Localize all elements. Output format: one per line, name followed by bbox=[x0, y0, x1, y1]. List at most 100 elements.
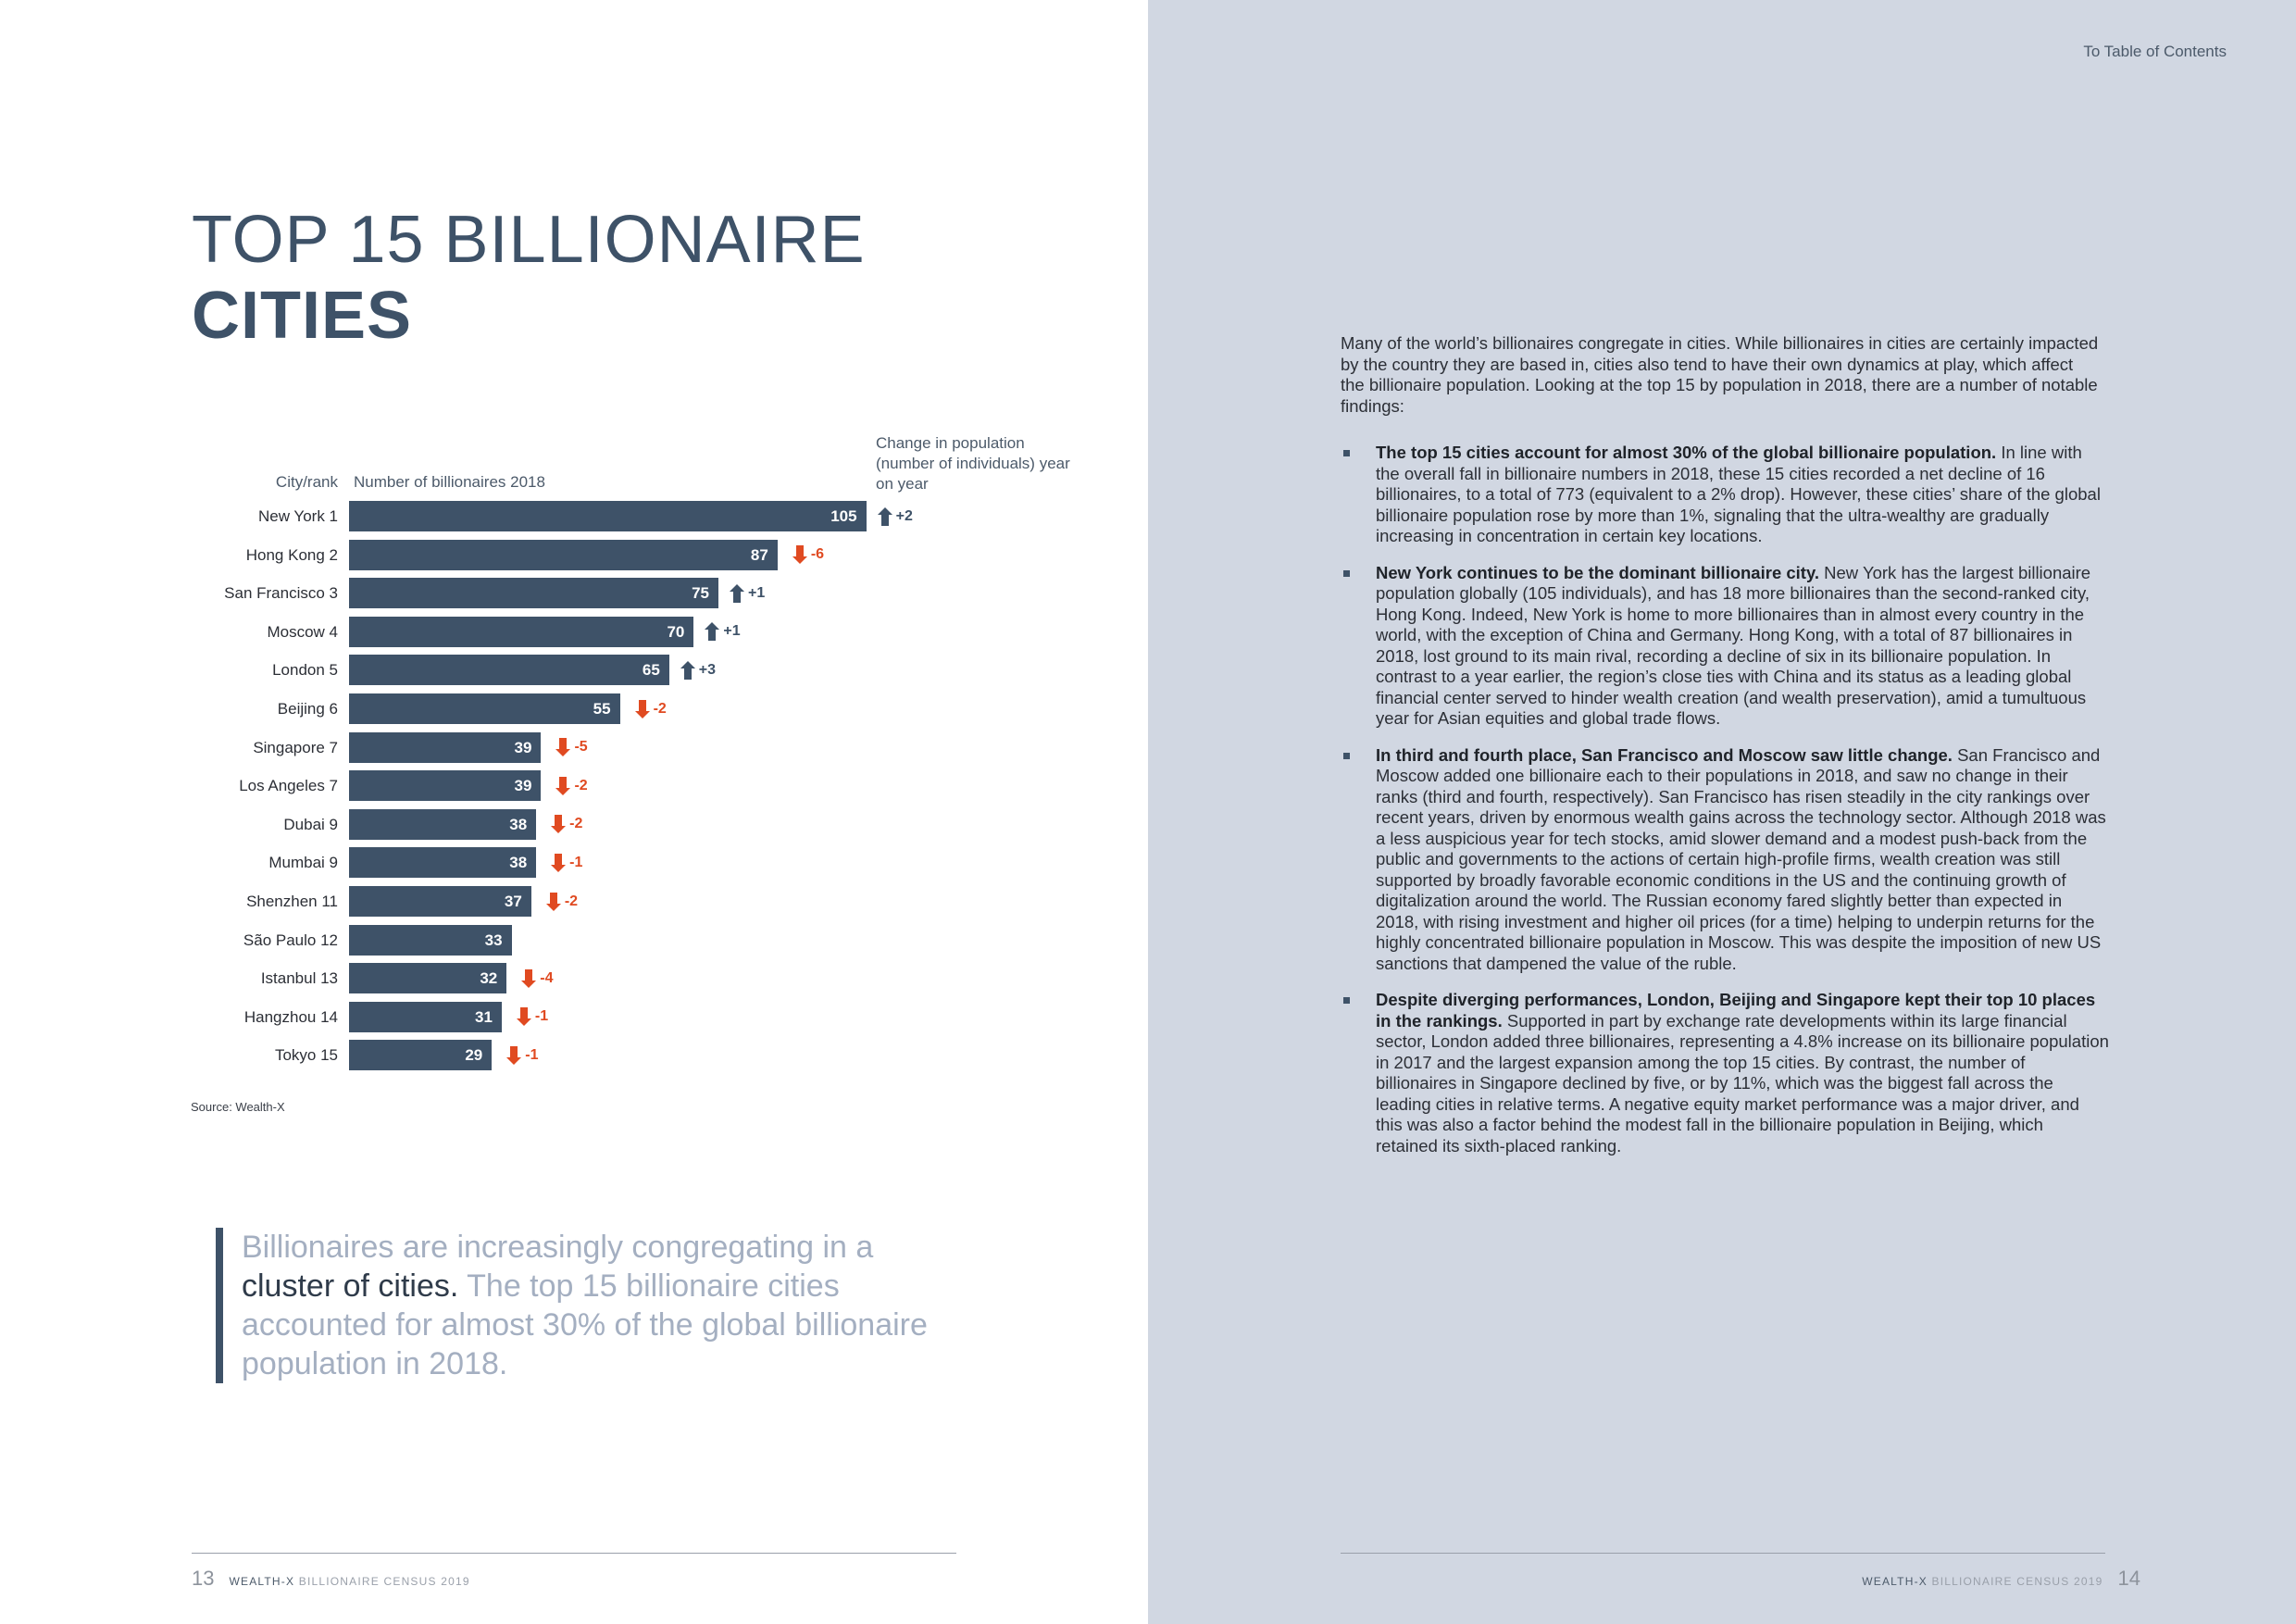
finding-heading: The top 15 cities account for almost 30%… bbox=[1376, 443, 1997, 462]
chart-row: Beijing 6 55 -2 bbox=[185, 693, 1074, 725]
chart-header-number: Number of billionaires 2018 bbox=[354, 473, 545, 491]
chart-row: Singapore 7 39 -5 bbox=[185, 731, 1074, 764]
chart-header-city-rank: City/rank bbox=[275, 473, 338, 491]
chart-row: Shenzhen 11 37 -2 bbox=[185, 886, 1074, 918]
chart-row: San Francisco 3 75 +1 bbox=[185, 578, 1074, 609]
arrow-down-icon bbox=[516, 1007, 531, 1027]
change-value: -1 bbox=[534, 1008, 549, 1025]
change-value: -1 bbox=[569, 854, 583, 870]
bar: 75 bbox=[349, 578, 718, 609]
finding-text: In line with the overall fall in billion… bbox=[1376, 443, 2101, 545]
bar-chart: City/rank Number of billionaires 2018 Ch… bbox=[185, 426, 1074, 1130]
change-decrease: -2 bbox=[555, 770, 588, 801]
bar: 38 bbox=[349, 808, 537, 840]
arrow-down-icon bbox=[551, 853, 567, 872]
finding-heading: New York continues to be the dominant bi… bbox=[1376, 562, 1820, 582]
chart-row: Hangzhou 14 31 -1 bbox=[185, 1001, 1074, 1033]
finding-item: Despite diverging performances, London, … bbox=[1341, 990, 2109, 1156]
bar: 31 bbox=[349, 1001, 502, 1032]
arrow-down-icon bbox=[792, 545, 807, 565]
footer-left: 13 WEALTH-X BILLIONAIRE CENSUS 2019 bbox=[192, 1567, 470, 1591]
findings-list: The top 15 cities account for almost 30%… bbox=[1341, 443, 2109, 1172]
bar-value: 32 bbox=[480, 969, 498, 988]
title-line-1: TOP 15 BILLIONAIRE bbox=[192, 203, 866, 277]
change-decrease: -2 bbox=[551, 809, 582, 840]
bar-value: 39 bbox=[514, 777, 532, 795]
footer-brand: WEALTH-X bbox=[1862, 1575, 1928, 1588]
bar-value: 37 bbox=[504, 893, 522, 910]
change-value: +1 bbox=[723, 623, 741, 640]
quote-text-1: Billionaires are increasingly congregati… bbox=[242, 1230, 874, 1265]
left-page: TOP 15 BILLIONAIRE CITIES City/rank Numb… bbox=[185, 202, 1074, 1591]
change-decrease: -4 bbox=[521, 963, 553, 993]
change-value: -2 bbox=[653, 700, 667, 717]
arrow-up-icon bbox=[705, 622, 720, 642]
city-rank-label: London 5 bbox=[272, 661, 338, 680]
bar-value: 70 bbox=[667, 622, 685, 641]
arrow-down-icon bbox=[555, 776, 571, 795]
change-value: -5 bbox=[574, 739, 588, 756]
chart-source: Source: Wealth-X bbox=[191, 1100, 285, 1114]
footer-right: WEALTH-X BILLIONAIRE CENSUS 2019 14 bbox=[1862, 1567, 2140, 1591]
bar: 39 bbox=[349, 770, 542, 802]
arrow-down-icon bbox=[545, 892, 561, 911]
city-rank-label: San Francisco 3 bbox=[224, 584, 338, 603]
arrow-down-icon bbox=[521, 968, 537, 988]
change-increase: +1 bbox=[705, 617, 741, 647]
bar: 37 bbox=[349, 886, 531, 917]
change-value: -4 bbox=[540, 969, 554, 986]
page-number: 14 bbox=[2117, 1567, 2140, 1590]
bar-value: 87 bbox=[750, 545, 768, 564]
table-of-contents-link[interactable]: To Table of Contents bbox=[2083, 43, 2227, 60]
pull-quote: Billionaires are increasingly congregati… bbox=[216, 1228, 938, 1383]
intro-paragraph: Many of the world’s billionaires congreg… bbox=[1341, 333, 2099, 416]
chart-header-change: Change in population (number of individu… bbox=[876, 434, 1070, 493]
bar-value: 39 bbox=[514, 738, 532, 756]
change-value: -1 bbox=[525, 1046, 539, 1063]
change-value: -2 bbox=[574, 777, 588, 793]
change-increase: +3 bbox=[680, 655, 716, 685]
bar: 65 bbox=[349, 655, 669, 686]
right-page: To Table of Contents Many of the world’s… bbox=[1148, 0, 2296, 1624]
city-rank-label: Tokyo 15 bbox=[274, 1046, 338, 1065]
bar-value: 55 bbox=[593, 700, 611, 718]
city-rank-label: Moscow 4 bbox=[267, 622, 338, 641]
footer-divider bbox=[1341, 1553, 2105, 1554]
bar: 55 bbox=[349, 693, 620, 724]
arrow-down-icon bbox=[634, 699, 650, 718]
change-increase: +2 bbox=[877, 501, 913, 531]
bar-value: 31 bbox=[474, 1007, 493, 1026]
bar: 105 bbox=[349, 501, 867, 531]
arrow-down-icon bbox=[555, 738, 571, 757]
city-rank-label: Mumbai 9 bbox=[268, 854, 338, 872]
bar-value: 75 bbox=[692, 584, 709, 603]
change-decrease: -1 bbox=[551, 847, 582, 878]
chart-row: Istanbul 13 32 -4 bbox=[185, 963, 1074, 994]
finding-text: San Francisco and Moscow added one billi… bbox=[1376, 744, 2106, 973]
city-rank-label: Hangzhou 14 bbox=[243, 1007, 338, 1026]
change-value: -2 bbox=[569, 816, 583, 832]
bar-value: 38 bbox=[509, 854, 528, 872]
bar: 29 bbox=[349, 1040, 493, 1071]
quote-highlight: cluster of cities. bbox=[242, 1268, 459, 1304]
change-value: +3 bbox=[698, 661, 717, 678]
change-decrease: -6 bbox=[792, 540, 824, 570]
bar: 39 bbox=[349, 731, 542, 763]
change-value: -2 bbox=[564, 893, 579, 909]
title-line-2: CITIES bbox=[192, 279, 413, 353]
finding-item: The top 15 cities account for almost 30%… bbox=[1341, 443, 2109, 547]
footer-publication: WEALTH-X BILLIONAIRE CENSUS 2019 bbox=[1862, 1575, 2103, 1588]
bar-value: 65 bbox=[642, 661, 660, 680]
footer-brand: WEALTH-X bbox=[229, 1575, 295, 1588]
chart-row: Tokyo 15 29 -1 bbox=[185, 1040, 1074, 1071]
change-value: -6 bbox=[810, 546, 825, 563]
change-increase: +1 bbox=[730, 578, 765, 608]
change-decrease: -2 bbox=[545, 886, 579, 917]
finding-item: New York continues to be the dominant bi… bbox=[1341, 563, 2109, 730]
change-value: +2 bbox=[895, 507, 913, 524]
finding-heading: Despite diverging performances, London, … bbox=[1376, 990, 2096, 1031]
arrow-up-icon bbox=[877, 506, 892, 526]
page-title: TOP 15 BILLIONAIRE CITIES bbox=[192, 202, 866, 354]
bar: 32 bbox=[349, 963, 507, 994]
bar-value: 105 bbox=[830, 507, 857, 525]
